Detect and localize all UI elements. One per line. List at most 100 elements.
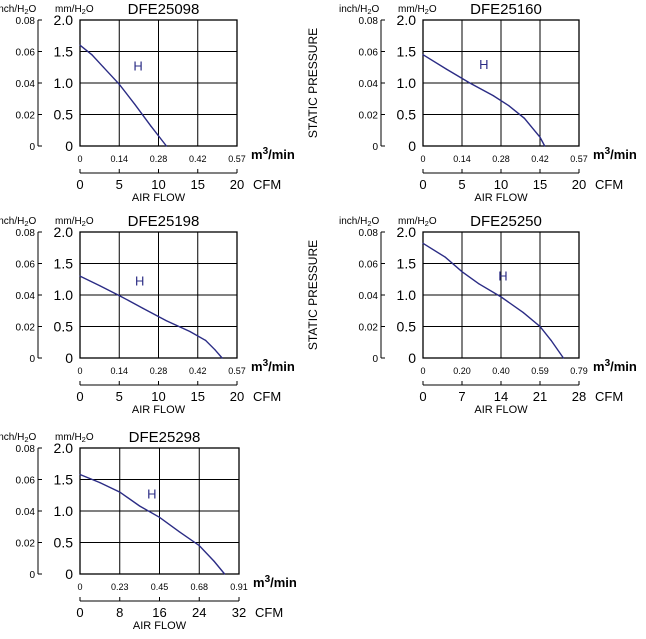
data-point [539,325,541,328]
x-cfm-tick-label: 0 [76,177,83,192]
x-m3-tick-label: 0.28 [150,366,168,376]
data-point [139,505,141,507]
y-mm-tick-label: 1.0 [54,75,74,91]
curve-label: H [498,269,507,284]
data-point [214,349,216,351]
chart-panel-dfe25250: DFE25250 inch/H2O mm/H2O 0.08 0.06 0.04 0.02 0 2… [306,213,637,416]
y-mm-tick-label: 0.5 [397,319,417,335]
x-unit-m3-label: m3/min [593,358,637,374]
x-m3-tick-label: 0.20 [453,366,471,376]
data-point [99,284,101,287]
x-cfm-tick-label: 15 [533,177,547,192]
y-mm-tick-label: 0.5 [54,107,74,123]
y-unit-inch-label: inch/H2O [339,4,380,16]
x-unit-cfm-label: CFM [255,605,283,620]
y-unit-mm-label: mm/H2O [55,4,94,16]
x-unit-cfm-label: CFM [595,177,623,192]
y-mm-tick-label: 1.0 [54,503,74,519]
y-inch-tick-label: 0.08 [16,16,36,27]
chart-title: DFE25250 [470,213,542,230]
x-axis-title: AIR FLOW [474,192,528,204]
y-inch-tick-label: 0.04 [16,79,36,90]
x-unit-cfm-label: CFM [253,177,281,192]
x-m3-tick-label: 0.42 [189,154,207,164]
data-point [492,95,494,97]
data-point [158,516,161,518]
y-inch-tick-label: 0.08 [359,228,379,239]
data-point [118,83,120,85]
y-unit-mm-label: mm/H2O [398,216,437,228]
y-mm-tick-label: 0.5 [54,535,74,551]
data-point [178,531,180,533]
data-point [189,330,191,333]
y-mm-tick-label: 2.0 [54,440,74,456]
x-m3-tick-label: 0.40 [492,366,510,376]
y-mm-tick-label: 2.0 [397,12,417,28]
data-point [422,242,424,244]
x-cfm-tick-label: 8 [116,605,123,620]
x-cfm-tick-label: 0 [419,177,426,192]
y-inch-tick-label: 0.04 [359,79,379,90]
y-inch-tick-label: 0 [29,570,35,581]
data-point [461,271,463,273]
data-point [102,66,105,68]
x-m3-tick-label: 0 [77,154,82,164]
y-inch-tick-label: 0.06 [359,260,379,271]
y-unit-inch-label: inch/H2O [0,216,37,228]
curve-label: H [135,274,144,289]
chart-title: DFE25298 [129,429,201,446]
x-m3-tick-label: 0.91 [230,582,248,592]
data-point [500,296,502,298]
data-point [550,339,552,341]
y-unit-inch-label: inch/H2O [0,4,37,16]
y-mm-tick-label: 0 [65,350,73,366]
y-mm-tick-label: 1.5 [397,256,417,272]
data-point [562,357,565,359]
y-mm-tick-label: 0 [65,138,73,154]
x-m3-tick-label: 0 [77,582,82,592]
chart-title: DFE25098 [128,1,200,18]
data-point [544,145,546,147]
x-m3-tick-label: 0.23 [111,582,129,592]
data-point [539,136,541,138]
data-point [198,545,200,547]
x-cfm-tick-label: 20 [572,177,586,192]
chart-panel-dfe25160: DFE25160 inch/H2O mm/H2O 0.08 0.06 0.04 0.02 0 2… [306,1,637,204]
x-unit-m3-label: m3/min [251,358,295,374]
x-cfm-tick-label: 28 [572,389,586,404]
x-m3-tick-label: 0.57 [570,154,588,164]
y-inch-tick-label: 0 [372,142,378,153]
x-m3-tick-label: 0.28 [492,154,510,164]
data-point [79,473,81,476]
y-axis-title: STATIC PRESSURE [306,28,320,138]
data-point [99,482,101,484]
data-point [118,295,120,297]
y-inch-tick-label: 0.04 [16,291,36,302]
x-axis-title: AIR FLOW [133,620,187,632]
y-mm-tick-label: 1.0 [54,287,74,303]
data-point [142,307,144,309]
y-inch-tick-label: 0.06 [16,48,36,59]
x-m3-tick-label: 0 [77,366,82,376]
y-mm-tick-label: 2.0 [397,224,417,240]
y-inch-tick-label: 0 [29,354,35,365]
x-m3-tick-label: 0.14 [110,366,128,376]
data-point [165,320,167,322]
data-point [165,145,167,147]
x-m3-tick-label: 0.42 [189,366,207,376]
data-point [134,103,136,106]
y-mm-tick-label: 2.0 [54,12,74,28]
x-m3-tick-label: 0.68 [190,582,208,592]
x-cfm-tick-label: 7 [458,389,465,404]
x-m3-tick-label: 0.59 [531,366,549,376]
chart-panel-dfe25198: DFE25198 inch/H2O mm/H2O 0.08 0.06 0.04 0.02 0 2… [0,213,295,416]
x-cfm-tick-label: 0 [419,389,426,404]
y-mm-tick-label: 1.5 [54,44,74,60]
data-point [223,573,226,575]
x-m3-tick-label: 0.28 [150,154,168,164]
y-mm-tick-label: 1.5 [54,256,74,272]
x-m3-tick-label: 0.79 [570,366,588,376]
curve-label: H [147,486,156,501]
x-cfm-tick-label: 5 [116,389,123,404]
data-point [79,275,81,277]
